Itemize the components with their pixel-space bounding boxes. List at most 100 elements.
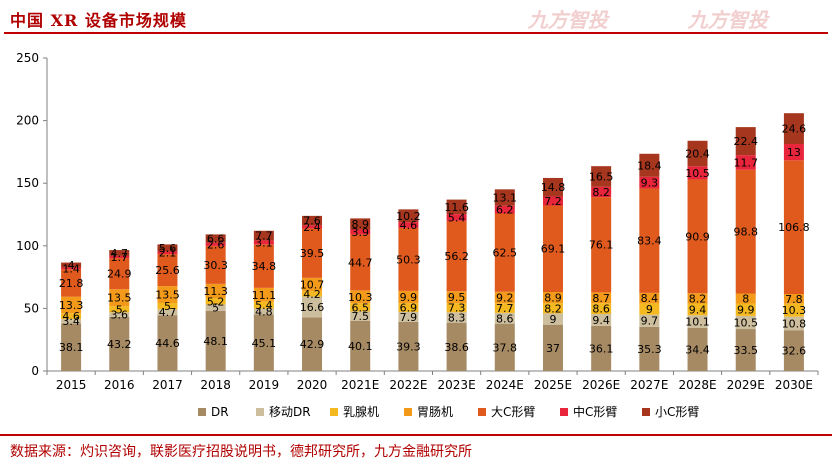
data-label: 5.2: [207, 295, 225, 308]
data-label: 24.9: [107, 268, 132, 281]
data-label: 36.1: [589, 342, 614, 355]
data-label: 10.2: [396, 210, 421, 223]
bar-segment: [494, 303, 515, 313]
data-label: 33.5: [733, 344, 758, 357]
bar-segment: [302, 317, 323, 371]
bar-segment: [253, 230, 274, 241]
bar-segment: [302, 215, 323, 226]
bar-segment: [302, 296, 323, 318]
bar-segment: [350, 218, 371, 230]
data-label: 9: [646, 303, 653, 316]
x-tick-label: 2017: [152, 378, 183, 392]
bar-segment: [591, 292, 612, 304]
data-label: 9.7: [641, 315, 659, 328]
bar-segment: [253, 314, 274, 371]
legend-swatch: [198, 408, 206, 416]
bar-segment: [350, 320, 371, 371]
bar-segment: [157, 251, 178, 255]
legend-swatch: [560, 408, 568, 416]
bar-segment: [591, 166, 612, 187]
data-label: 10.8: [782, 317, 807, 330]
data-label: 7.7: [496, 302, 514, 315]
bar-segment: [446, 199, 467, 215]
data-label: 5: [212, 302, 219, 315]
bar-segment: [446, 214, 467, 221]
bar-segment: [205, 245, 226, 284]
bar-segment: [687, 179, 708, 294]
data-label: 3.1: [255, 236, 273, 249]
legend-item: 胃肠机: [404, 405, 453, 419]
bar-segment: [205, 234, 226, 243]
data-label: 2.1: [159, 247, 177, 260]
bar-segment: [157, 244, 178, 252]
data-label: 83.4: [637, 235, 662, 248]
bar-segment: [253, 308, 274, 315]
data-label: 9.5: [448, 291, 466, 304]
bar-segment: [783, 144, 804, 161]
data-label: 16.6: [300, 301, 325, 314]
data-label: 10.1: [685, 316, 710, 329]
data-label: 6.5: [351, 301, 369, 314]
data-label: 8: [742, 293, 749, 306]
data-label: 3.4: [62, 315, 80, 328]
bar-segment: [783, 330, 804, 371]
data-label: 35.3: [637, 343, 662, 356]
data-label: 9.9: [400, 291, 418, 304]
legend-swatch: [330, 408, 338, 416]
bar-segment: [61, 296, 82, 314]
data-label: 6.6: [207, 233, 225, 246]
data-label: 62.5: [493, 247, 518, 260]
data-label: 9: [549, 313, 556, 326]
bar-segment: [109, 289, 130, 307]
data-label: 1.7: [111, 251, 129, 264]
bar-segment: [687, 327, 708, 371]
data-label: 5: [164, 300, 171, 313]
bar-segment: [302, 277, 323, 292]
data-labels: 38.13.44.613.321.81.4443.23.6513.524.91.…: [59, 123, 810, 358]
data-label: 11.6: [444, 201, 469, 214]
data-label: 4.7: [159, 306, 177, 319]
bar-segment: [591, 314, 612, 326]
bar-segment: [61, 269, 82, 297]
data-label: 14.8: [541, 181, 566, 194]
bar-segment: [350, 311, 371, 321]
data-label: 6.9: [400, 302, 418, 315]
y-tick-label: 100: [16, 239, 39, 253]
x-tick-label: 2021E: [341, 378, 379, 392]
bar-segment: [783, 294, 804, 304]
data-label: 10.5: [685, 167, 710, 180]
legend-item: 小C形臂: [642, 405, 699, 419]
bar-segment: [687, 303, 708, 316]
bar-segment: [109, 306, 130, 313]
bar-segment: [205, 304, 226, 311]
data-label: 16.5: [589, 171, 614, 184]
bar-segment: [542, 303, 563, 314]
bar-segment: [687, 293, 708, 304]
bar-segment: [446, 312, 467, 323]
bar-segment: [109, 255, 130, 259]
source-bar: 数据来源：灼识咨询，联影医疗招股说明书，德邦研究所，九方金融研究所: [0, 434, 832, 464]
data-label: 3.6: [111, 309, 129, 322]
x-tick-label: 2028E: [678, 378, 716, 392]
data-label: 13.5: [107, 292, 132, 305]
stacked-bar-chart: 0 50 100 150 200 250 2015 2016 2017 2018 2019 2020 2…: [16, 51, 819, 419]
data-label: 10.3: [348, 291, 373, 304]
watermark-text: 九方智投: [526, 8, 613, 32]
data-label: 34.4: [685, 343, 710, 356]
data-label: 98.8: [733, 226, 758, 239]
data-label: 21.8: [59, 277, 84, 290]
bar-segment: [542, 324, 563, 371]
bar-segment: [350, 303, 371, 312]
bar-segment: [639, 303, 660, 315]
bar-segment: [61, 319, 82, 324]
bar-segment: [61, 323, 82, 371]
data-label: 4.6: [62, 310, 80, 323]
data-label: 7.2: [544, 195, 562, 208]
legend-label: 移动DR: [269, 405, 311, 419]
data-label: 13: [787, 146, 801, 159]
bar-segment: [398, 209, 419, 223]
bar-segment: [735, 329, 756, 371]
legend-label: 小C形臂: [655, 405, 699, 419]
data-label: 37: [546, 342, 560, 355]
data-label: 10.7: [300, 279, 325, 292]
